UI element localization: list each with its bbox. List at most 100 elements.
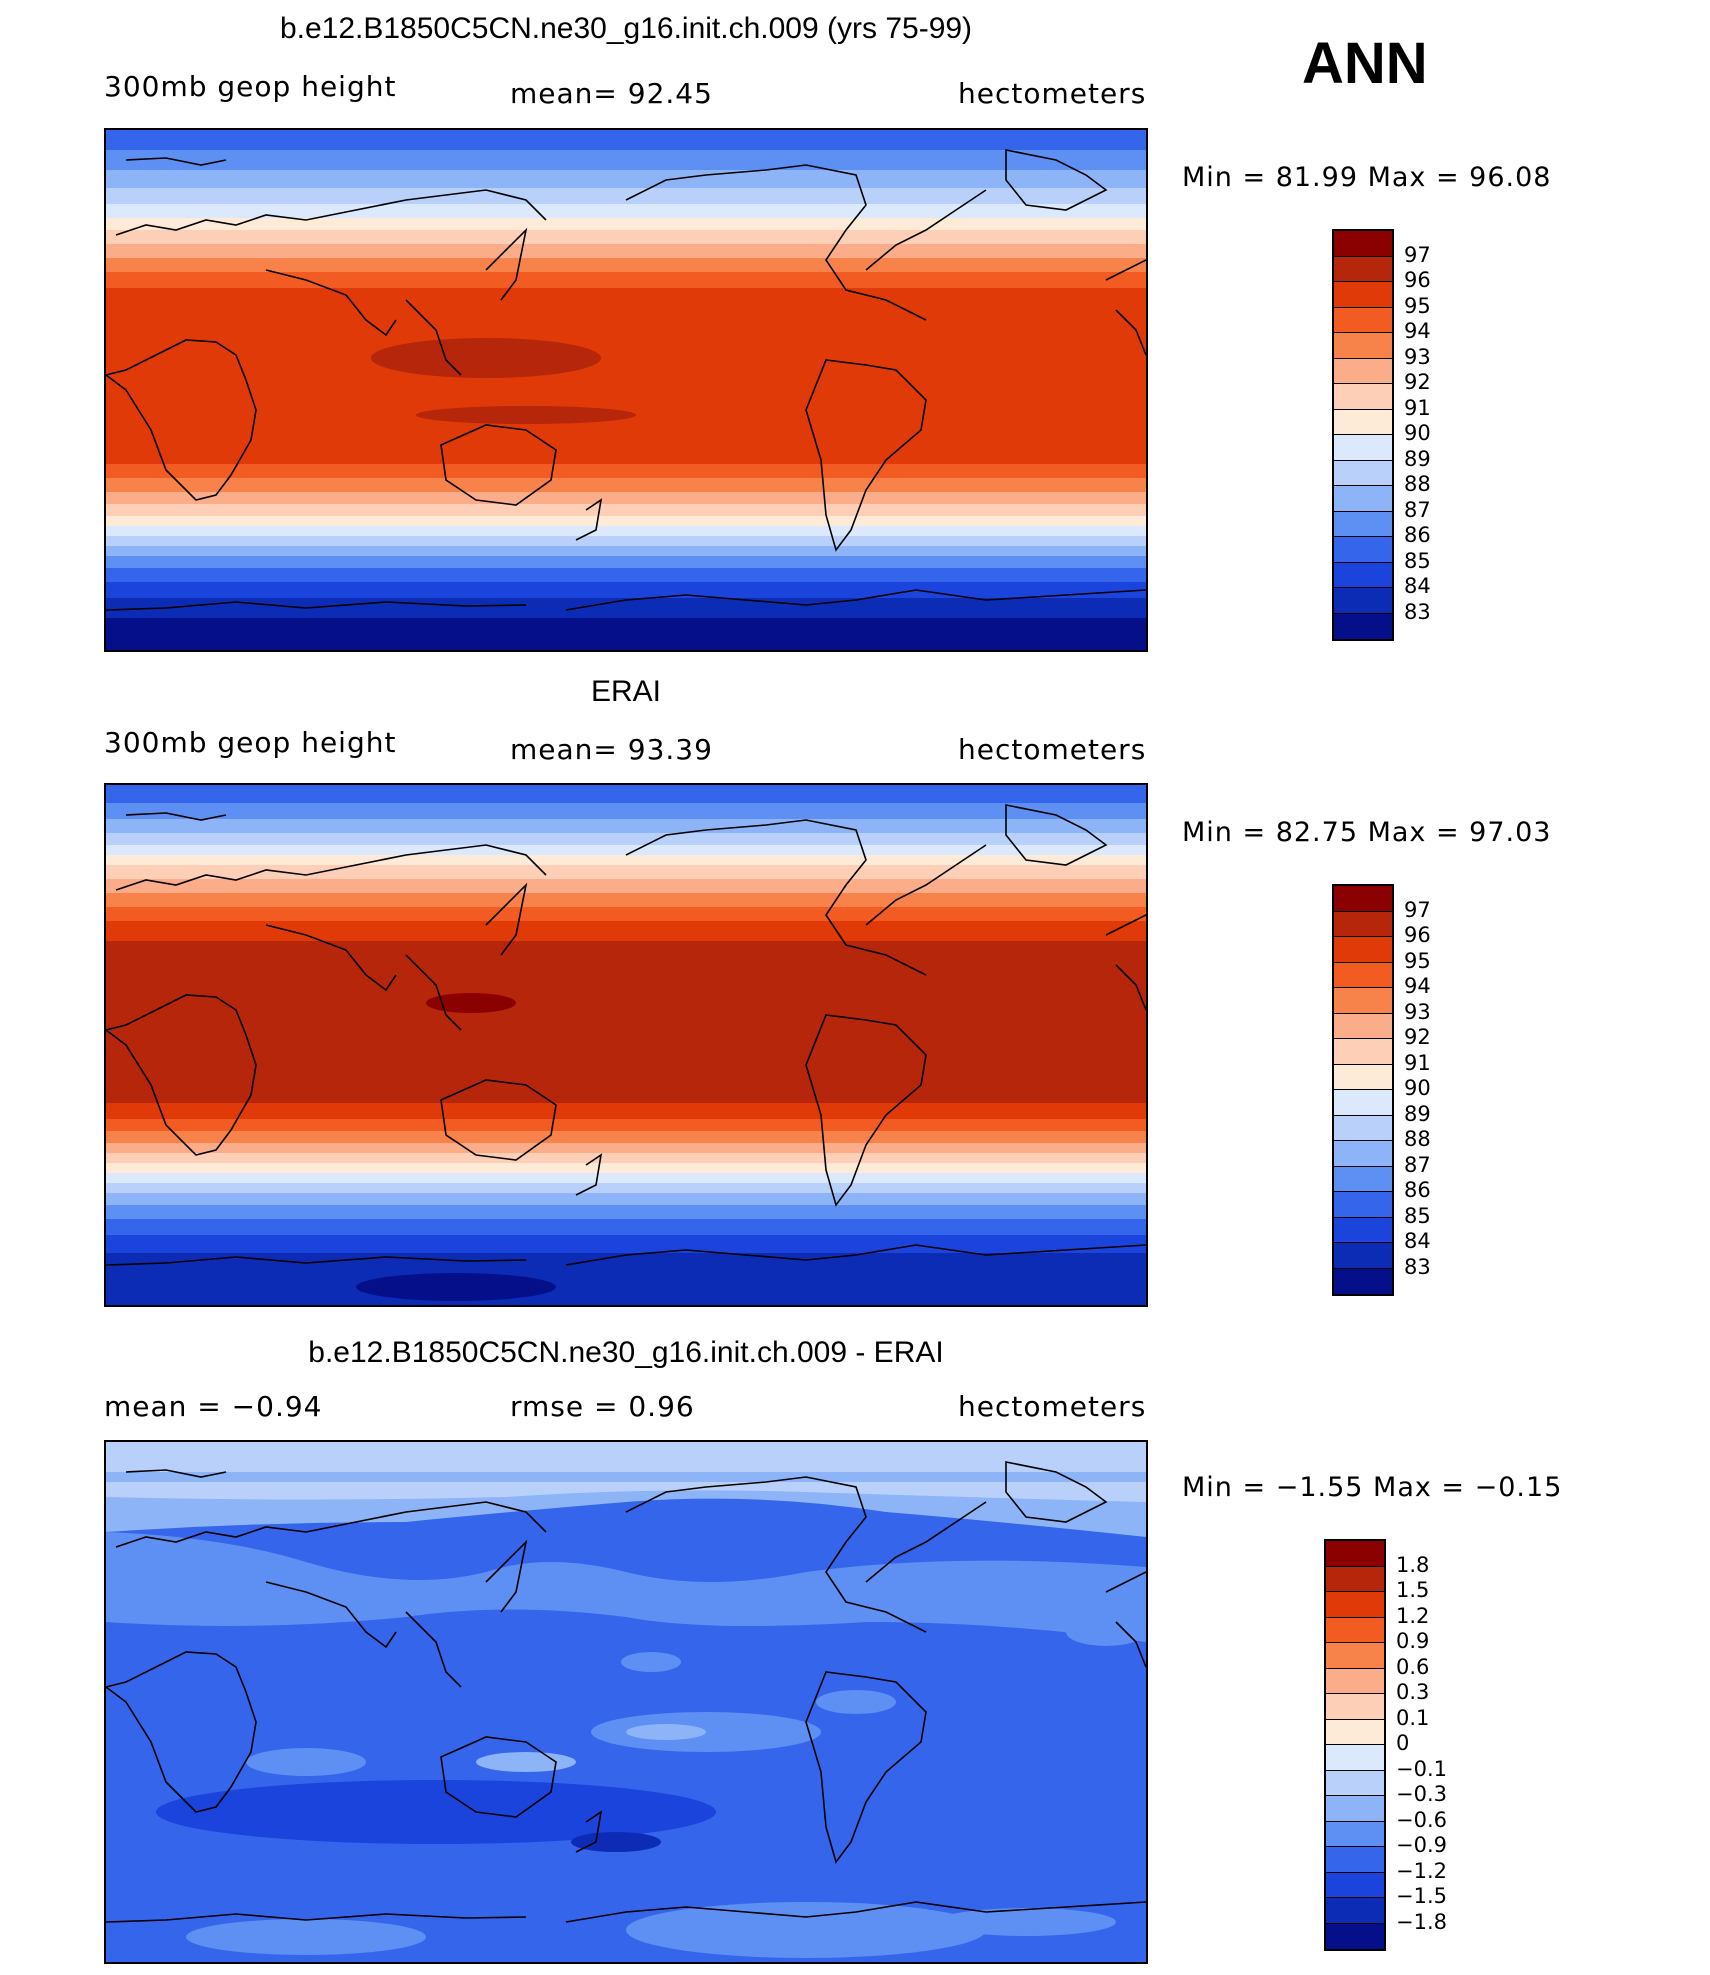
panel-2-mean-label: mean= 93.39 [510,733,713,766]
panel-3-colorbar-label: 1.5 [1396,1578,1430,1602]
panel-1-colorbar-swatch [1334,562,1392,588]
panel-2-map [104,783,1148,1307]
panel-3-colorbar-swatch [1326,1541,1384,1567]
panel-1-colorbar-label: 93 [1404,344,1431,369]
panel-2-colorbar-swatch [1334,962,1392,988]
panel-1-coastlines [106,149,1146,611]
panel-1-colorbar-swatch [1334,358,1392,384]
panel-2-colorbar-swatch [1334,911,1392,937]
panel-3-colorbar-label: −0.1 [1396,1756,1447,1781]
panel-3-rmse-label: rmse = 0.96 [510,1390,695,1423]
panel-2-colorbar-label: 92 [1404,1025,1431,1049]
panel-1-colorbar-label: 91 [1404,395,1431,420]
panel-3-colorbar-label: −0.6 [1396,1807,1447,1832]
panel-2-colorbar-label: 84 [1404,1229,1431,1253]
panel-3-units-label: hectometers [958,1390,1147,1423]
panel-1-colorbar-swatch [1334,307,1392,333]
panel-1-colorbar-label: 96 [1404,268,1431,292]
panel-3-colorbar-swatch [1326,1592,1384,1618]
panel-3-colorbar-swatch [1326,1668,1384,1694]
panel-2-variable-label: 300mb geop height [104,726,397,759]
panel-2-colorbar-swatch [1334,1268,1392,1294]
panel-3-map [104,1440,1148,1964]
panel-1-title: b.e12.B1850C5CN.ne30_g16.init.ch.009 (yr… [279,12,973,45]
panel-2-colorbar-label: 85 [1404,1203,1431,1228]
panel-3-colorbar-label: 0.6 [1396,1654,1430,1679]
panel-3-colorbar-swatch [1326,1745,1384,1771]
panel-1-colorbar-swatch [1334,282,1392,308]
panel-2-colorbar-label: 89 [1404,1101,1431,1126]
panel-2-colorbar-swatch [1334,1115,1392,1141]
panel-3-colorbar-swatch [1326,1643,1384,1669]
panel-2-colorbar-swatch [1334,1166,1392,1192]
panel-1-colorbar-label: 88 [1404,472,1431,496]
panel-3-colorbar-label: 1.2 [1396,1603,1430,1628]
panel-2-colorbar-swatch [1334,1090,1392,1116]
panel-3-colorbar-swatch [1326,1821,1384,1847]
panel-2-colorbar-label: 86 [1404,1178,1431,1202]
panel-1-map [104,128,1148,652]
panel-3-colorbar-label: −0.3 [1396,1782,1447,1806]
panel-2-colorbar-swatch [1334,1013,1392,1039]
panel-2-colorbar-label: 96 [1404,923,1431,947]
panel-3-colorbar-swatch [1326,1898,1384,1924]
panel-1-colorbar-swatch [1334,486,1392,512]
panel-1-colorbar-label: 87 [1404,497,1431,522]
panel-1-map-svg [106,130,1146,650]
panel-2-minmax: Min = 82.75 Max = 97.03 [1182,817,1552,848]
panel-2-title: ERAI [590,675,662,708]
panel-1-colorbar-label: 95 [1404,293,1431,318]
panel-3-colorbar-swatch [1326,1770,1384,1796]
panel-3-title: b.e12.B1850C5CN.ne30_g16.init.ch.009 - E… [308,1336,944,1369]
panel-1-colorbar-swatch [1334,588,1392,614]
panel-3-colorbar-label: 1.8 [1396,1552,1430,1577]
panel-1-mean-label: mean= 92.45 [510,77,713,110]
panel-3-colorbar-swatch [1326,1923,1384,1949]
panel-2-colorbar [1332,884,1394,1296]
panel-3-map-svg [106,1442,1146,1962]
panel-1-colorbar-swatch [1334,613,1392,639]
panel-1-colorbar-label: 89 [1404,446,1431,471]
panel-2-colorbar-swatch [1334,1064,1392,1090]
panel-2-colorbar-swatch [1334,886,1392,912]
panel-3-colorbar-label: −1.8 [1396,1909,1447,1934]
panel-1-colorbar-label: 86 [1404,523,1431,547]
panel-1-colorbar-label: 83 [1404,599,1431,624]
panel-2-colorbar-label: 83 [1404,1254,1431,1279]
panel-3-colorbar-swatch [1326,1566,1384,1592]
panel-3-minmax: Min = −1.55 Max = −0.15 [1182,1472,1563,1503]
panel-1-units-label: hectometers [958,77,1147,110]
panel-3-colorbar-label: −0.9 [1396,1833,1447,1857]
panel-2-map-svg [106,785,1146,1305]
panel-2-colorbar-swatch [1334,1039,1392,1065]
panel-1-colorbar-swatch [1334,256,1392,282]
panel-3-colorbar-label: −1.2 [1396,1858,1447,1883]
panel-2-coastlines [106,804,1146,1266]
panel-1-colorbar-swatch [1334,460,1392,486]
panel-1-colorbar [1332,229,1394,641]
panel-3-mean-label: mean = −0.94 [104,1390,323,1423]
panel-3-colorbar-label: 0 [1396,1731,1410,1755]
panel-3-colorbar-label: 0.3 [1396,1680,1430,1704]
panel-2-colorbar-swatch [1334,1141,1392,1167]
panel-2-colorbar-label: 87 [1404,1152,1431,1177]
panel-3-colorbar-swatch [1326,1847,1384,1873]
panel-1-colorbar-label: 84 [1404,574,1431,598]
panel-2-colorbar-swatch [1334,1243,1392,1269]
panel-1-colorbar-swatch [1334,511,1392,537]
panel-1-colorbar-swatch [1334,409,1392,435]
panel-1-colorbar-swatch [1334,384,1392,410]
panel-1-colorbar-label: 85 [1404,548,1431,573]
panel-3-colorbar-label: 0.1 [1396,1705,1430,1730]
panel-3-colorbar-swatch [1326,1719,1384,1745]
panel-2-colorbar-swatch [1334,988,1392,1014]
panel-2-colorbar-swatch [1334,1192,1392,1218]
panel-1-minmax: Min = 81.99 Max = 96.08 [1182,162,1552,193]
panel-3-colorbar [1324,1539,1386,1951]
panel-3-colorbar-swatch [1326,1617,1384,1643]
panel-1-variable-label: 300mb geop height [104,70,397,103]
panel-1-colorbar-swatch [1334,231,1392,257]
panel-2-colorbar-swatch [1334,1217,1392,1243]
panel-1-colorbar-swatch [1334,537,1392,563]
panel-2-colorbar-label: 91 [1404,1050,1431,1075]
